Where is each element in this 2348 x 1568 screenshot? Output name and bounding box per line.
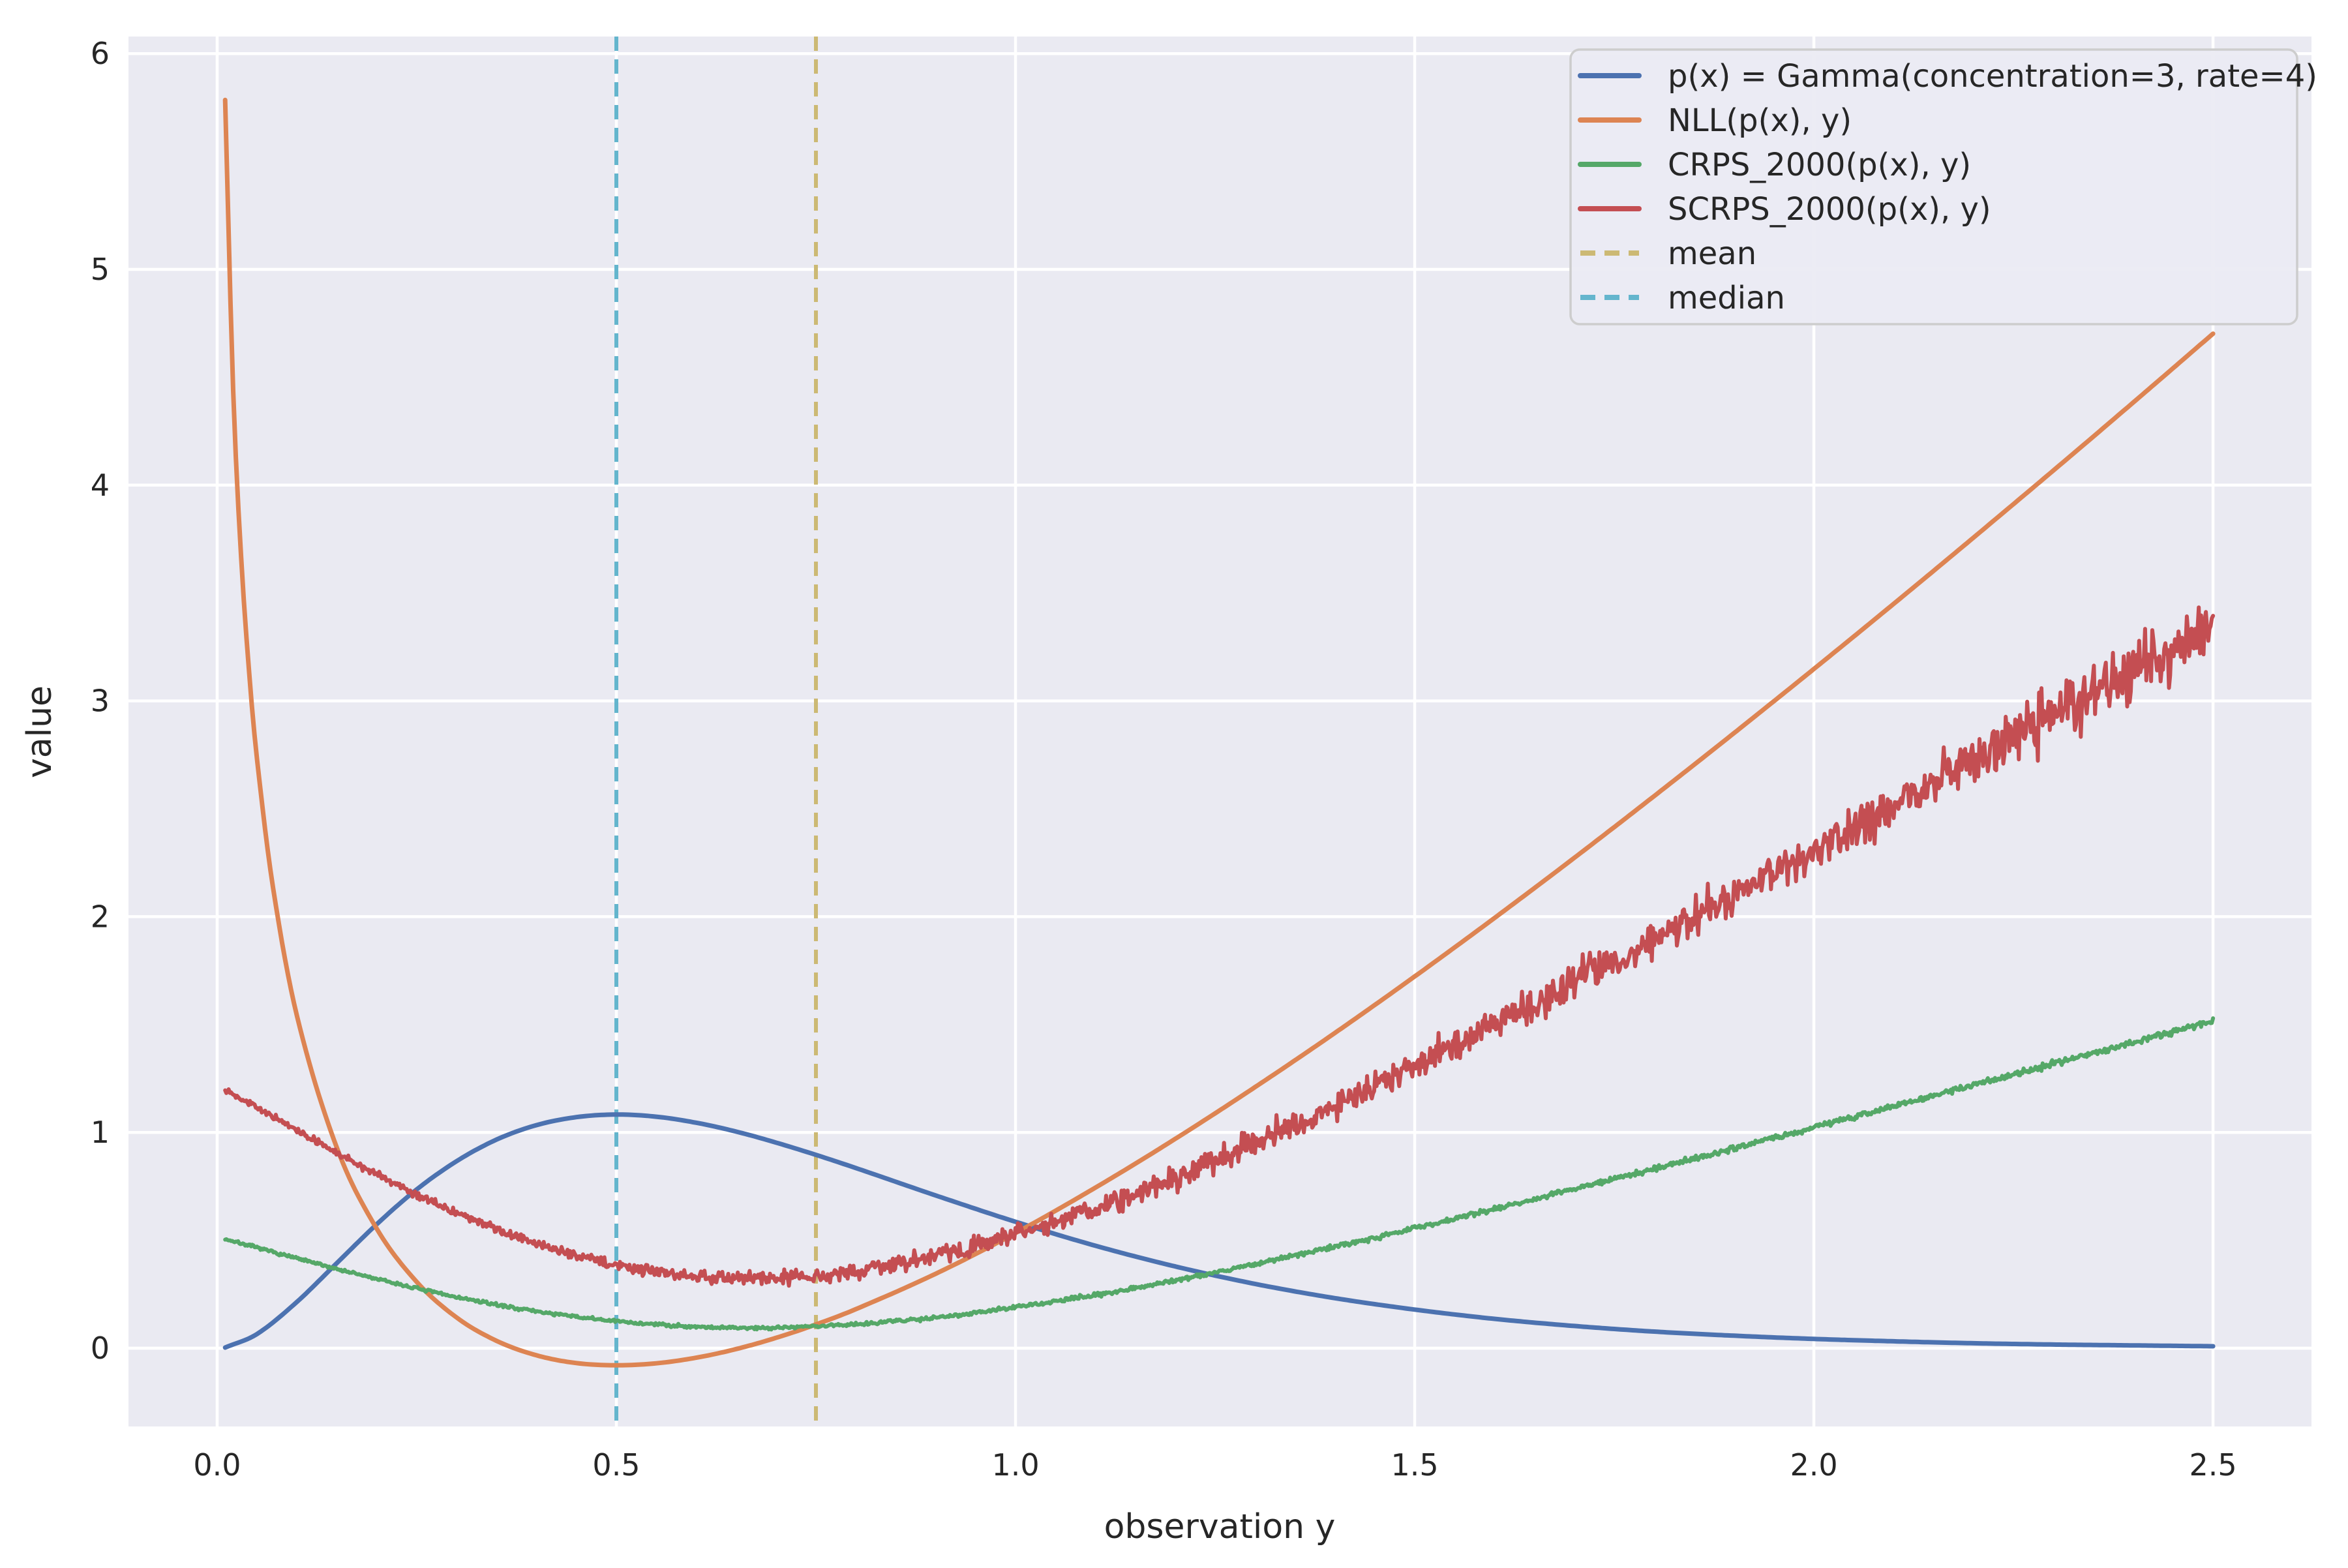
y-tick-2: 2 <box>91 899 110 934</box>
legend-label-median: median <box>1668 280 1785 316</box>
legend-frame <box>1569 48 2298 325</box>
legend-label-p(x) = Gamma(concentration=3, rate=4): p(x) = Gamma(concentration=3, rate=4) <box>1668 58 2317 95</box>
legend-label-NLL(p(x), y): NLL(p(x), y) <box>1668 102 1852 139</box>
y-axis-label: value <box>20 686 59 778</box>
curve-SCRPS_2000(p(x), y) <box>223 605 2216 1288</box>
y-tick-3: 3 <box>91 684 110 719</box>
x-tick-1.0: 1.0 <box>991 1447 1039 1483</box>
y-tick-4: 4 <box>91 468 110 503</box>
curve-CRPS_2000(p(x), y) <box>223 1016 2216 1332</box>
y-tick-labels: 0 1 2 3 4 5 6 <box>91 36 110 1366</box>
y-tick-1: 1 <box>91 1115 110 1150</box>
x-tick-0.5: 0.5 <box>592 1447 640 1483</box>
legend: p(x) = Gamma(concentration=3, rate=4) NLL… <box>1569 48 2317 325</box>
legend-label-SCRPS_2000(p(x), y): SCRPS_2000(p(x), y) <box>1668 191 1991 228</box>
x-axis-label: observation y <box>1104 1507 1336 1546</box>
y-tick-6: 6 <box>91 36 110 71</box>
reference-vlines <box>614 37 818 1426</box>
legend-label-CRPS_2000(p(x), y): CRPS_2000(p(x), y) <box>1668 147 1971 183</box>
x-tick-2.0: 2.0 <box>1790 1447 1837 1483</box>
legend-label-mean: mean <box>1668 235 1756 272</box>
y-tick-0: 0 <box>91 1331 110 1366</box>
y-tick-5: 5 <box>91 252 110 287</box>
x-tick-1.5: 1.5 <box>1391 1447 1438 1483</box>
x-tick-2.5: 2.5 <box>2189 1447 2236 1483</box>
x-tick-labels: 0.0 0.5 1.0 1.5 2.0 2.5 <box>193 1447 2236 1483</box>
data-curves <box>222 97 2216 1368</box>
x-tick-0.0: 0.0 <box>193 1447 241 1483</box>
curve-NLL(p(x), y) <box>222 97 2216 1368</box>
curve-p(x) = Gamma(concentration=3, rate=4) <box>222 1112 2216 1350</box>
